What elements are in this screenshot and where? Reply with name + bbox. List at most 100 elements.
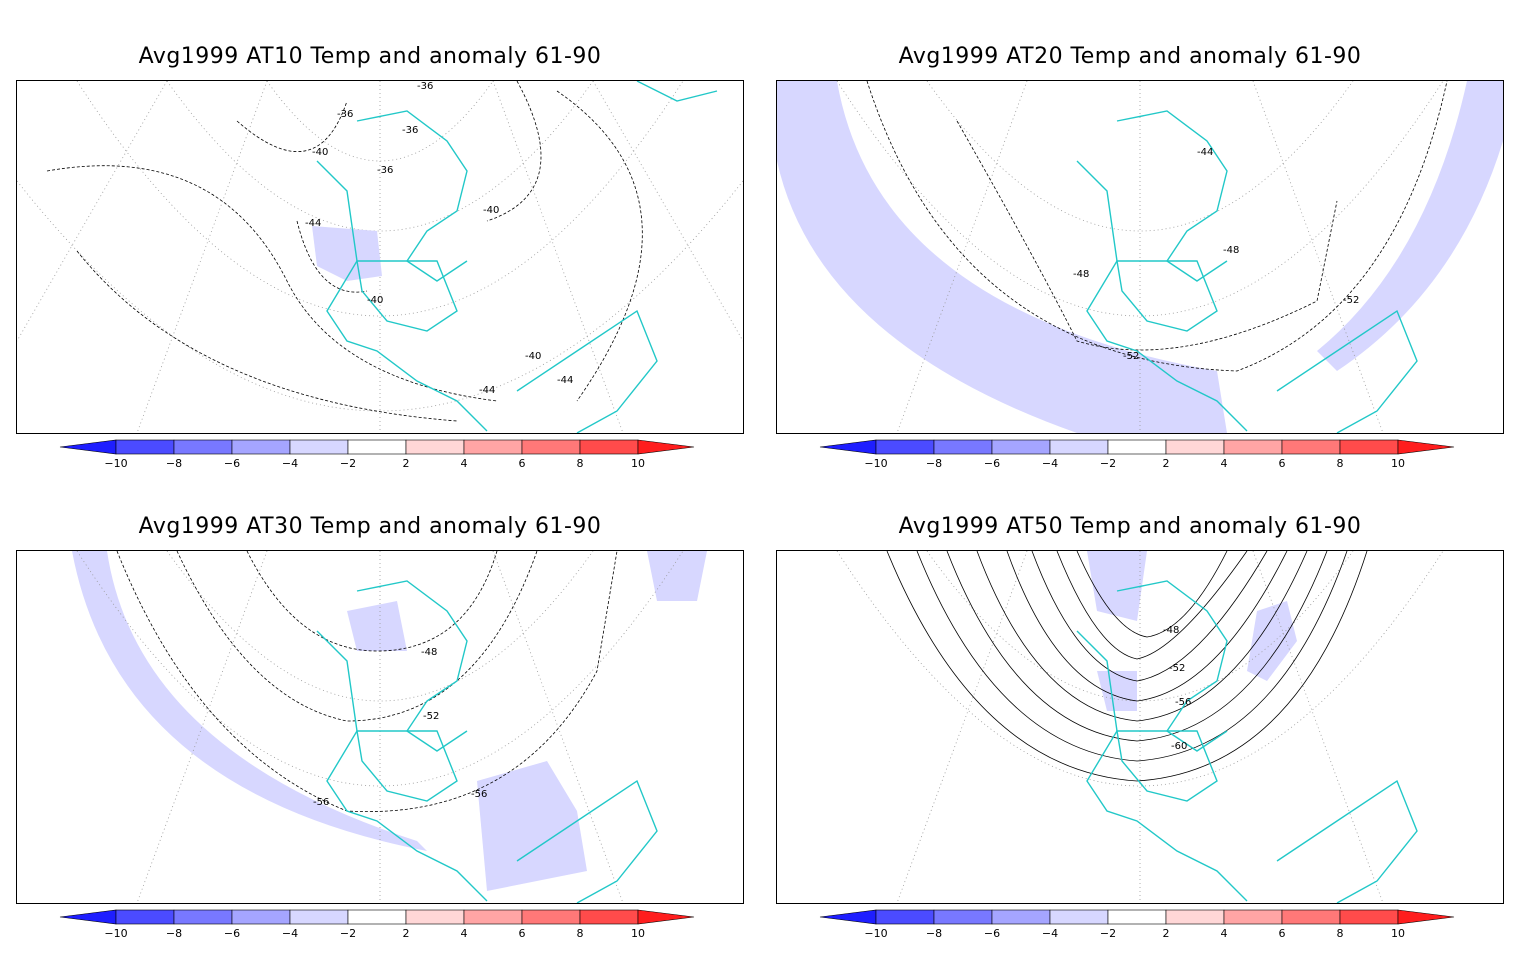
map-at20: -44 -48 -48 -52 -52 bbox=[776, 80, 1504, 434]
colorbar-tick-label: 6 bbox=[1279, 927, 1286, 940]
colorbar-tick-label: 6 bbox=[1279, 457, 1286, 470]
panel-title: Avg1999 AT50 Temp and anomaly 61-90 bbox=[898, 514, 1362, 539]
contour-label: -48 bbox=[1163, 625, 1179, 636]
colorbar-tick-label: 2 bbox=[403, 457, 410, 470]
colorbar-box bbox=[1223, 439, 1283, 455]
contour-label: -44 bbox=[1197, 147, 1213, 158]
contours bbox=[886, 551, 1368, 782]
colorbar-box bbox=[991, 439, 1051, 455]
contour-label: -52 bbox=[1343, 295, 1359, 306]
colorbar-tick-label: 4 bbox=[461, 457, 468, 470]
colorbar-arrow-low bbox=[59, 439, 117, 455]
contours bbox=[46, 81, 643, 422]
contours bbox=[866, 81, 1448, 372]
colorbar-tick-label: −6 bbox=[224, 457, 240, 470]
contour-label: -56 bbox=[471, 789, 487, 800]
panel-at20: Avg1999 AT20 Temp and anomaly 61-90 bbox=[760, 40, 1504, 500]
colorbar-tick-label: −10 bbox=[104, 927, 127, 940]
colorbar-arrow-high bbox=[637, 439, 695, 455]
colorbar-box bbox=[1223, 909, 1283, 925]
colorbar-tick-label: −2 bbox=[340, 457, 356, 470]
colorbar-tick-label: 10 bbox=[631, 927, 645, 940]
colorbar-box bbox=[115, 909, 175, 925]
contour-label: -48 bbox=[1073, 269, 1089, 280]
contour-label: -48 bbox=[1223, 245, 1239, 256]
colorbar-box bbox=[1107, 439, 1167, 455]
panel-at30: Avg1999 AT30 Temp and anomaly 61-90 bbox=[0, 510, 744, 970]
contour-label: -40 bbox=[367, 295, 383, 306]
colorbar-tick-label: −8 bbox=[166, 927, 182, 940]
colorbar-tick-label: −6 bbox=[984, 927, 1000, 940]
contour-label: -40 bbox=[312, 147, 328, 158]
map-at50: -48 -52 -56 -60 bbox=[776, 550, 1504, 904]
colorbar-box bbox=[1049, 909, 1109, 925]
colorbar-tick-label: −8 bbox=[166, 457, 182, 470]
colorbar: −10 −8 −6 −4 −2 2 4 6 8 10 bbox=[760, 438, 1500, 478]
contour-label: -60 bbox=[1171, 741, 1187, 752]
colorbar-box bbox=[231, 439, 291, 455]
colorbar-tick-label: 8 bbox=[1337, 457, 1344, 470]
colorbar-tick-label: 4 bbox=[461, 927, 468, 940]
colorbar-tick-label: −4 bbox=[282, 927, 298, 940]
colorbar-box bbox=[347, 909, 407, 925]
colorbar-tick-label: 10 bbox=[631, 457, 645, 470]
contour-label: -56 bbox=[1175, 697, 1191, 708]
contour-label: -40 bbox=[483, 205, 499, 216]
coastlines bbox=[1076, 110, 1418, 433]
panel-title: Avg1999 AT20 Temp and anomaly 61-90 bbox=[898, 44, 1362, 69]
colorbar-tick-label: −4 bbox=[1042, 457, 1058, 470]
colorbar: −10 −8 −6 −4 −2 2 4 6 8 10 bbox=[0, 908, 740, 948]
coastlines bbox=[316, 81, 718, 433]
colorbar-box bbox=[463, 439, 523, 455]
colorbar-box bbox=[521, 439, 581, 455]
colorbar-box bbox=[1165, 439, 1225, 455]
colorbar-tick-label: 8 bbox=[577, 457, 584, 470]
coastlines bbox=[316, 580, 658, 903]
graticule bbox=[836, 551, 1444, 903]
panel-title: Avg1999 AT30 Temp and anomaly 61-90 bbox=[138, 514, 602, 539]
contour-label: -36 bbox=[402, 125, 418, 136]
colorbar-box bbox=[579, 909, 639, 925]
colorbar: −10 −8 −6 −4 −2 2 4 6 8 10 bbox=[0, 438, 740, 478]
colorbar-arrow-low bbox=[59, 909, 117, 925]
contour-label: -52 bbox=[1169, 663, 1185, 674]
contour-label: -36 bbox=[377, 165, 393, 176]
contour-label: -36 bbox=[417, 81, 433, 92]
contour-label: -44 bbox=[305, 218, 321, 229]
colorbar-tick-label: 2 bbox=[1163, 457, 1170, 470]
colorbar-tick-label: −4 bbox=[1042, 927, 1058, 940]
colorbar-box bbox=[405, 439, 465, 455]
graticule bbox=[76, 551, 684, 903]
colorbar-box bbox=[1107, 909, 1167, 925]
colorbar-tick-label: 2 bbox=[1163, 927, 1170, 940]
anomaly-shading bbox=[72, 551, 707, 891]
colorbar-tick-label: −10 bbox=[864, 927, 887, 940]
colorbar-box bbox=[1049, 439, 1109, 455]
colorbar-box bbox=[289, 909, 349, 925]
colorbar-tick-label: 2 bbox=[403, 927, 410, 940]
contour-label: -56 bbox=[313, 797, 329, 808]
colorbar: −10 −8 −6 −4 −2 2 4 6 8 10 bbox=[760, 908, 1500, 948]
colorbar-tick-label: −6 bbox=[224, 927, 240, 940]
colorbar-tick-label: −4 bbox=[282, 457, 298, 470]
colorbar-arrow-high bbox=[1397, 439, 1455, 455]
colorbar-tick-label: −2 bbox=[1100, 457, 1116, 470]
colorbar-box bbox=[1165, 909, 1225, 925]
colorbar-tick-label: 8 bbox=[1337, 927, 1344, 940]
colorbar-box bbox=[875, 909, 935, 925]
colorbar-arrow-low bbox=[819, 439, 877, 455]
anomaly-shading bbox=[312, 226, 382, 281]
colorbar-box bbox=[1339, 909, 1399, 925]
graticule bbox=[17, 81, 743, 433]
colorbar-box bbox=[347, 439, 407, 455]
colorbar-tick-label: 4 bbox=[1221, 927, 1228, 940]
colorbar-tick-label: 10 bbox=[1391, 457, 1405, 470]
anomaly-shading bbox=[1087, 551, 1297, 711]
coastlines bbox=[1076, 580, 1418, 903]
colorbar-tick-label: −6 bbox=[984, 457, 1000, 470]
colorbar-box bbox=[1281, 439, 1341, 455]
colorbar-tick-label: 6 bbox=[519, 927, 526, 940]
colorbar-box bbox=[1281, 909, 1341, 925]
colorbar-tick-label: 10 bbox=[1391, 927, 1405, 940]
contour-label: -40 bbox=[525, 351, 541, 362]
